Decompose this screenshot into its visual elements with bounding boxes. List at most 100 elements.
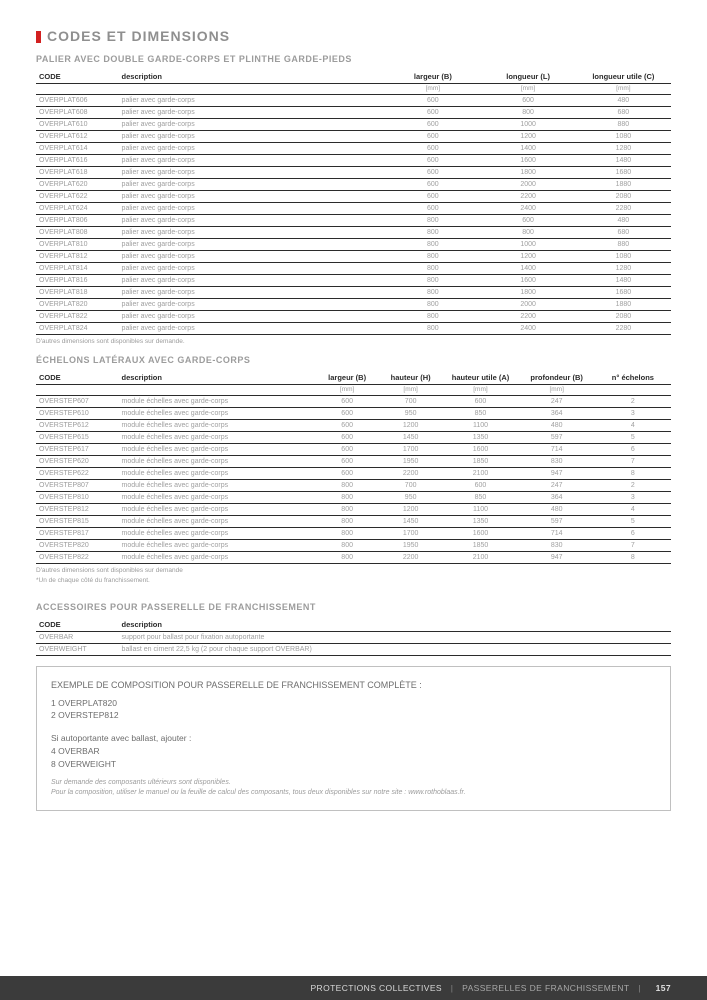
cell: module échelles avec garde-corps (119, 492, 316, 504)
cell: 2080 (576, 191, 671, 203)
cell: 2200 (480, 191, 575, 203)
cell-code: OVERPLAT612 (36, 131, 119, 143)
col-header: CODE (36, 68, 119, 84)
col-unit: [mm] (315, 385, 379, 396)
cell: 800 (480, 107, 575, 119)
example-ital1: Sur demande des composants ultérieurs so… (51, 779, 231, 786)
cell: 2400 (480, 323, 575, 335)
table-row: OVERSTEP620module échelles avec garde-co… (36, 456, 671, 468)
cell: 600 (442, 396, 518, 408)
cell: 480 (576, 95, 671, 107)
cell: 2200 (480, 311, 575, 323)
cell: 1280 (576, 263, 671, 275)
table-row: OVERSTEP812module échelles avec garde-co… (36, 504, 671, 516)
table-row: OVERSTEP815module échelles avec garde-co… (36, 516, 671, 528)
col-header: largeur (B) (315, 369, 379, 385)
cell-code: OVERPLAT820 (36, 299, 119, 311)
cell-code: OVERPLAT822 (36, 311, 119, 323)
cell: 2100 (442, 552, 518, 564)
col-unit: [mm] (519, 385, 595, 396)
cell: 880 (576, 119, 671, 131)
col-unit (119, 84, 386, 95)
cell: module échelles avec garde-corps (119, 444, 316, 456)
cell: 2200 (379, 552, 443, 564)
cell: 1400 (480, 263, 575, 275)
footer-page-number: 157 (656, 983, 671, 993)
cell: 6 (595, 528, 671, 540)
cell: 2280 (576, 203, 671, 215)
cell: 600 (315, 444, 379, 456)
cell: 597 (519, 432, 595, 444)
cell: 800 (385, 287, 480, 299)
cell: 1200 (379, 504, 443, 516)
table-row: OVERPLAT812palier avec garde-corps800120… (36, 251, 671, 263)
col-unit: [mm] (385, 84, 480, 95)
cell-code: OVERSTEP622 (36, 468, 119, 480)
cell-code: OVERSTEP612 (36, 420, 119, 432)
cell: 800 (315, 540, 379, 552)
cell: 600 (385, 107, 480, 119)
cell-code: OVERSTEP617 (36, 444, 119, 456)
col-header: CODE (36, 369, 119, 385)
cell: module échelles avec garde-corps (119, 468, 316, 480)
table-row: OVERSTEP615module échelles avec garde-co… (36, 432, 671, 444)
cell: palier avec garde-corps (119, 275, 386, 287)
cell: 7 (595, 540, 671, 552)
col-unit (36, 385, 119, 396)
cell-code: OVERSTEP607 (36, 396, 119, 408)
cell: ballast en ciment 22,5 kg (2 pour chaque… (119, 644, 671, 656)
cell: module échelles avec garde-corps (119, 420, 316, 432)
cell: 800 (385, 311, 480, 323)
cell: 680 (576, 107, 671, 119)
cell-code: OVERPLAT806 (36, 215, 119, 227)
cell: 1800 (480, 287, 575, 299)
table-row: OVERSTEP817module échelles avec garde-co… (36, 528, 671, 540)
cell: 600 (315, 432, 379, 444)
cell: 1350 (442, 516, 518, 528)
table-row: OVERPLAT606palier avec garde-corps600600… (36, 95, 671, 107)
cell: 7 (595, 456, 671, 468)
cell: 480 (576, 215, 671, 227)
cell: 600 (442, 480, 518, 492)
cell-code: OVERPLAT824 (36, 323, 119, 335)
table3-header-row: CODEdescription (36, 616, 671, 632)
cell: 830 (519, 540, 595, 552)
table-row: OVERPLAT612palier avec garde-corps600120… (36, 131, 671, 143)
cell: 364 (519, 408, 595, 420)
example-line3: Si autoportante avec ballast, ajouter : (51, 732, 656, 745)
table-row: OVERPLAT618palier avec garde-corps600180… (36, 167, 671, 179)
cell-code: OVERPLAT818 (36, 287, 119, 299)
table-row: OVERPLAT614palier avec garde-corps600140… (36, 143, 671, 155)
cell: 247 (519, 396, 595, 408)
cell-code: OVERSTEP820 (36, 540, 119, 552)
cell: module échelles avec garde-corps (119, 516, 316, 528)
cell: 1450 (379, 432, 443, 444)
cell: module échelles avec garde-corps (119, 528, 316, 540)
cell: support pour ballast pour fixation autop… (119, 632, 671, 644)
cell: 8 (595, 468, 671, 480)
table-echelons: CODEdescriptionlargeur (B)hauteur (H)hau… (36, 369, 671, 564)
table-accessoires: CODEdescription OVERBARsupport pour ball… (36, 616, 671, 656)
cell: 1680 (576, 167, 671, 179)
cell: 4 (595, 504, 671, 516)
cell: 950 (379, 492, 443, 504)
cell: 480 (519, 504, 595, 516)
cell: 800 (385, 251, 480, 263)
cell: 680 (576, 227, 671, 239)
table-row: OVERWEIGHTballast en ciment 22,5 kg (2 p… (36, 644, 671, 656)
cell: 947 (519, 552, 595, 564)
cell: 1800 (480, 167, 575, 179)
table-row: OVERBARsupport pour ballast pour fixatio… (36, 632, 671, 644)
page-title: CODES ET DIMENSIONS (36, 28, 671, 44)
example-line1: 1 OVERPLAT820 (51, 697, 656, 710)
cell: 8 (595, 552, 671, 564)
cell: palier avec garde-corps (119, 167, 386, 179)
cell: module échelles avec garde-corps (119, 504, 316, 516)
cell-code: OVERSTEP822 (36, 552, 119, 564)
cell: 1100 (442, 504, 518, 516)
col-header: description (119, 68, 386, 84)
cell-code: OVERSTEP610 (36, 408, 119, 420)
cell: 800 (315, 492, 379, 504)
cell: palier avec garde-corps (119, 299, 386, 311)
cell: 800 (315, 504, 379, 516)
